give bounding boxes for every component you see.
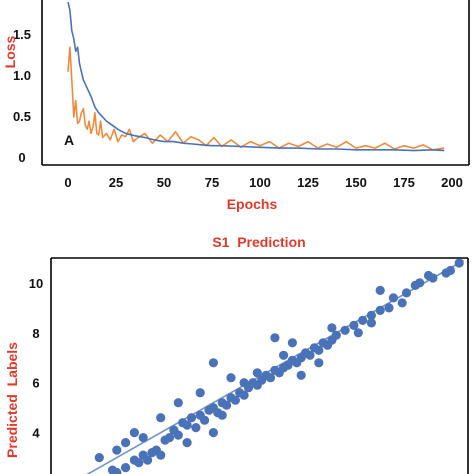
loss-y-axis-label: Loss (2, 35, 18, 68)
loss-series-line-1 (67, 46, 445, 151)
scatter-point (375, 285, 385, 295)
scatter-point (327, 323, 337, 333)
scatter-y-tick-label: 8 (32, 326, 39, 341)
scatter-point (138, 433, 148, 443)
scatter-point (279, 350, 289, 360)
prediction-chart: S1 Prediction 4 6 8 10 Predicted Labels (4, 234, 469, 474)
loss-x-tick-label: 125 (297, 175, 319, 190)
scatter-point (349, 320, 359, 330)
scatter-point (94, 453, 104, 463)
loss-x-axis-label: Epochs (227, 196, 278, 212)
scatter-point (358, 315, 368, 325)
scatter-point (134, 458, 144, 468)
loss-chart: 0 0.5 1.0 1.5 0 25 50 75 100 125 150 175 200 A Epoc… (2, 0, 470, 212)
loss-x-tick-label: 25 (109, 175, 123, 190)
loss-x-tick-label: 0 (64, 175, 71, 190)
scatter-point (129, 428, 139, 438)
scatter-point (410, 280, 420, 290)
scatter-point (230, 395, 240, 405)
scatter-point (226, 373, 236, 383)
scatter-point (314, 345, 324, 355)
scatter-point (112, 445, 122, 455)
scatter-point (143, 455, 153, 465)
scatter-point (121, 463, 131, 473)
scatter-point (397, 298, 407, 308)
scatter-point (186, 413, 197, 423)
scatter-point (239, 378, 249, 388)
scatter-point (375, 305, 385, 315)
scatter-point (173, 430, 183, 440)
scatter-point (401, 288, 412, 298)
loss-x-tick-label: 150 (345, 175, 367, 190)
loss-y-tick-label: 1.0 (13, 68, 31, 83)
scatter-point (296, 370, 306, 380)
scatter-point (270, 333, 280, 343)
loss-x-tick-label: 200 (441, 175, 463, 190)
scatter-point (366, 318, 376, 328)
scatter-point (454, 258, 464, 268)
scatter-point (384, 303, 394, 313)
scatter-y-tick-label: 4 (32, 426, 40, 441)
loss-x-tick-label: 175 (393, 175, 415, 190)
scatter-point (445, 265, 455, 276)
scatter-point (287, 338, 297, 348)
scatter-point (340, 325, 350, 335)
scatter-point (331, 330, 341, 340)
scatter-point (191, 423, 201, 433)
loss-series-line-0 (67, 1, 445, 152)
scatter-point (182, 420, 192, 430)
scatter-point (208, 358, 218, 368)
scatter-point (239, 390, 249, 400)
scatter-point (366, 310, 376, 320)
scatter-point (156, 413, 166, 423)
scatter-point (164, 433, 175, 443)
scatter-point (200, 415, 210, 425)
scatter-point (388, 293, 398, 303)
scatter-point (423, 270, 434, 281)
loss-y-tick-label: 0.5 (13, 109, 31, 124)
scatter-point (314, 358, 324, 368)
scatter-y-tick-label: 6 (32, 376, 39, 391)
scatter-y-axis-label: Predicted Labels (4, 342, 20, 458)
scatter-point (265, 373, 276, 383)
loss-y-tick-label: 0 (18, 150, 25, 165)
panel-label: A (64, 132, 74, 148)
scatter-point (121, 438, 131, 448)
scatter-point (195, 388, 205, 398)
scatter-point (217, 410, 227, 420)
scatter-point (222, 400, 232, 410)
loss-y-tick-label: 1.5 (13, 27, 31, 42)
scatter-point (112, 467, 122, 474)
loss-x-tick-label: 50 (157, 175, 171, 190)
scatter-y-tick-label: 10 (29, 276, 43, 291)
scatter-point (173, 398, 183, 408)
scatter-point (182, 438, 192, 448)
scatter-point (208, 428, 218, 438)
scatter-point (305, 350, 315, 360)
scatter-point (353, 328, 363, 338)
loss-x-tick-label: 75 (205, 175, 219, 190)
loss-x-tick-label: 100 (249, 175, 271, 190)
scatter-point (252, 368, 262, 378)
prediction-title: S1 Prediction (212, 234, 305, 250)
scatter-point (156, 450, 166, 460)
